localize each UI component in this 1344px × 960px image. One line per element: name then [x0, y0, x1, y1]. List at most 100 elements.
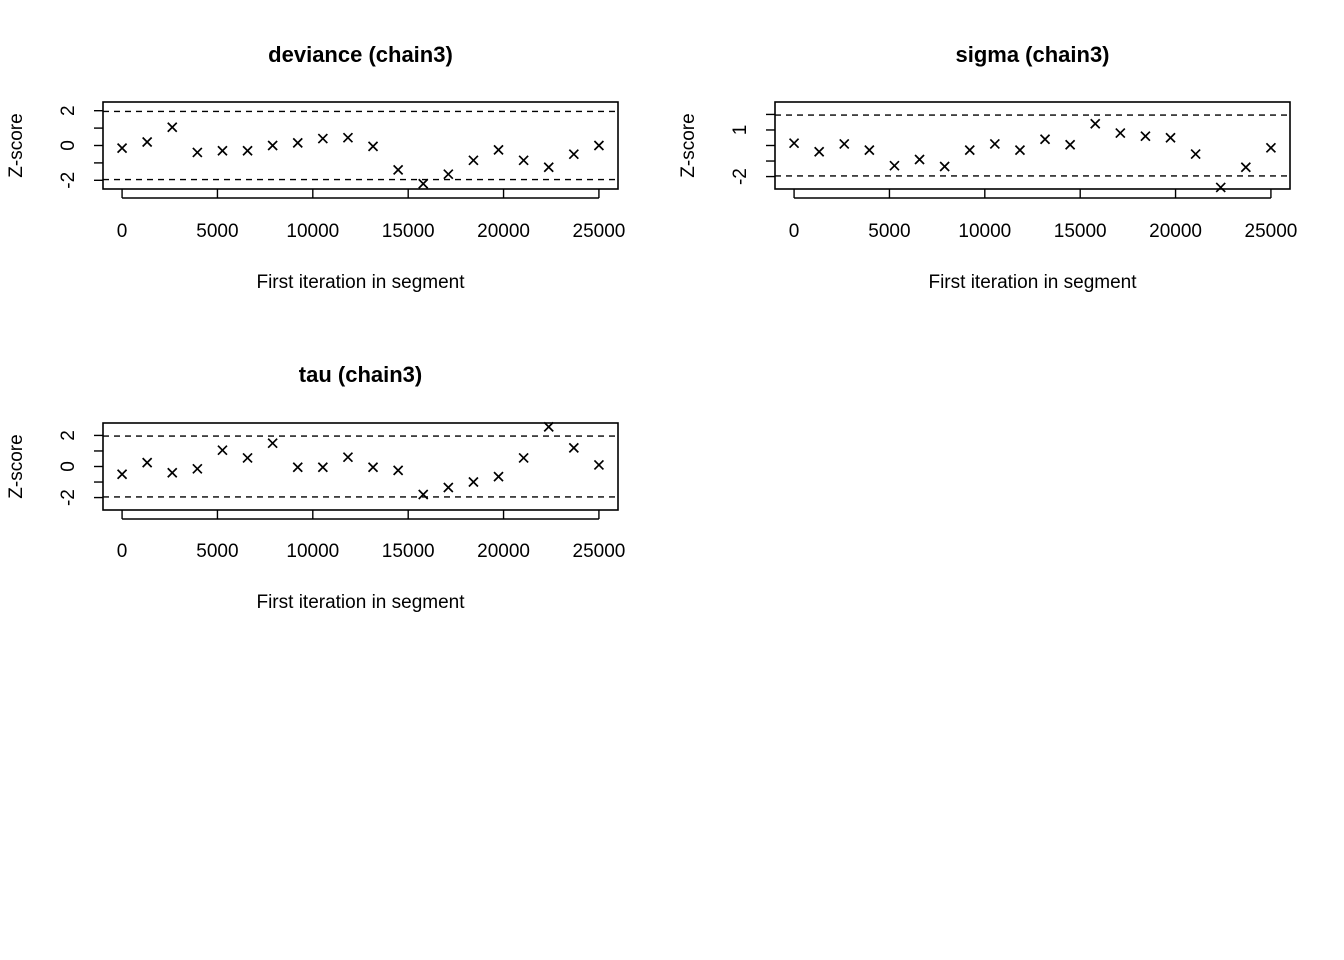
data-point [568, 442, 579, 453]
x-tick-label: 15000 [382, 221, 435, 242]
y-axis-label: Z-score [6, 434, 27, 498]
x-tick-label: 15000 [1054, 221, 1107, 242]
x-tick-label: 25000 [1245, 221, 1298, 242]
data-point [1265, 142, 1277, 153]
x-tick-label: 10000 [958, 221, 1011, 242]
x-tick-label: 5000 [196, 541, 238, 562]
data-point [1190, 148, 1201, 160]
data-point [1014, 145, 1026, 156]
x-tick-label: 15000 [382, 541, 435, 562]
x-axis-label: First iteration in segment [256, 592, 465, 613]
y-tick-label: 0 [58, 140, 79, 151]
panel-2: tau (chain3) 0 5000 10000 15000 20000 25000 -2 0… [6, 362, 625, 613]
data-point [814, 146, 825, 157]
y-tick-label: 0 [58, 461, 79, 472]
data-point [192, 147, 203, 158]
data-point [1215, 182, 1226, 193]
y-axis-label: Z-score [6, 113, 27, 177]
x-tick-label: 0 [117, 541, 128, 562]
panel-1: sigma (chain3) 0 5000 10000 15000 20000 25000 -… [678, 42, 1297, 293]
chart-title: deviance (chain3) [268, 42, 453, 67]
data-point [367, 462, 379, 473]
chart-title: sigma (chain3) [955, 42, 1109, 67]
x-tick-label: 25000 [573, 221, 626, 242]
data-point [342, 132, 354, 143]
data-point [939, 161, 950, 172]
data-point [788, 138, 800, 149]
data-point [839, 138, 850, 150]
data-point [116, 143, 128, 154]
chart-title: tau (chain3) [299, 362, 422, 387]
y-tick-label: -2 [58, 172, 79, 189]
y-tick-label: -2 [58, 489, 79, 506]
data-point [864, 145, 875, 156]
data-point [217, 145, 228, 156]
data-point [267, 438, 278, 449]
data-point [242, 452, 253, 464]
x-tick-label: 20000 [477, 541, 530, 562]
x-tick-label: 5000 [868, 221, 910, 242]
x-tick-label: 10000 [286, 541, 339, 562]
data-point [267, 140, 278, 151]
data-point [1039, 134, 1051, 145]
data-point [217, 445, 228, 456]
data-point [468, 155, 479, 166]
data-point [543, 162, 554, 173]
y-tick-label: 1 [730, 125, 751, 136]
data-point [1090, 118, 1101, 129]
y-tick-label: 2 [58, 430, 79, 441]
data-point [393, 465, 404, 476]
data-point [142, 457, 153, 468]
data-point [914, 154, 925, 165]
y-tick-label: -2 [730, 168, 751, 185]
plot-frame [102, 101, 619, 190]
y-tick-label: 2 [58, 105, 79, 116]
data-point [393, 164, 404, 175]
data-point [593, 459, 605, 471]
data-point [1240, 162, 1251, 173]
data-point [989, 138, 1000, 150]
data-point [493, 471, 504, 482]
data-point [493, 144, 504, 155]
x-tick-label: 10000 [286, 221, 339, 242]
data-point [568, 149, 579, 160]
data-point [1065, 139, 1076, 150]
data-point [167, 122, 178, 133]
data-point [1140, 131, 1151, 142]
data-point [292, 137, 303, 148]
data-point [543, 421, 554, 432]
panel-0: deviance (chain3) 0 5000 10000 15000 20000 250… [6, 42, 625, 293]
x-axis-label: First iteration in segment [928, 272, 1137, 293]
x-tick-label: 20000 [477, 221, 530, 242]
data-point [342, 452, 354, 463]
data-point [1115, 127, 1126, 139]
data-point [192, 463, 203, 474]
x-tick-label: 20000 [1149, 221, 1202, 242]
data-point [443, 169, 454, 180]
data-point [418, 178, 429, 189]
data-point [889, 160, 900, 171]
x-tick-label: 5000 [196, 221, 238, 242]
data-point [242, 145, 253, 156]
data-point [367, 141, 379, 152]
data-point [1165, 132, 1176, 143]
data-point [468, 476, 479, 488]
y-axis-label: Z-score [678, 113, 699, 177]
data-point [593, 140, 605, 151]
x-tick-label: 0 [789, 221, 800, 242]
data-point [518, 155, 529, 166]
data-point [142, 136, 153, 148]
data-point [167, 467, 178, 478]
data-point [518, 452, 529, 464]
data-point [116, 469, 128, 480]
x-tick-label: 0 [117, 221, 128, 242]
data-point [443, 482, 454, 493]
x-axis-label: First iteration in segment [256, 272, 465, 293]
data-point [317, 462, 328, 473]
x-tick-label: 25000 [573, 541, 626, 562]
data-point [964, 145, 975, 156]
data-point [292, 462, 303, 473]
data-point [418, 489, 429, 500]
data-point [317, 133, 328, 144]
